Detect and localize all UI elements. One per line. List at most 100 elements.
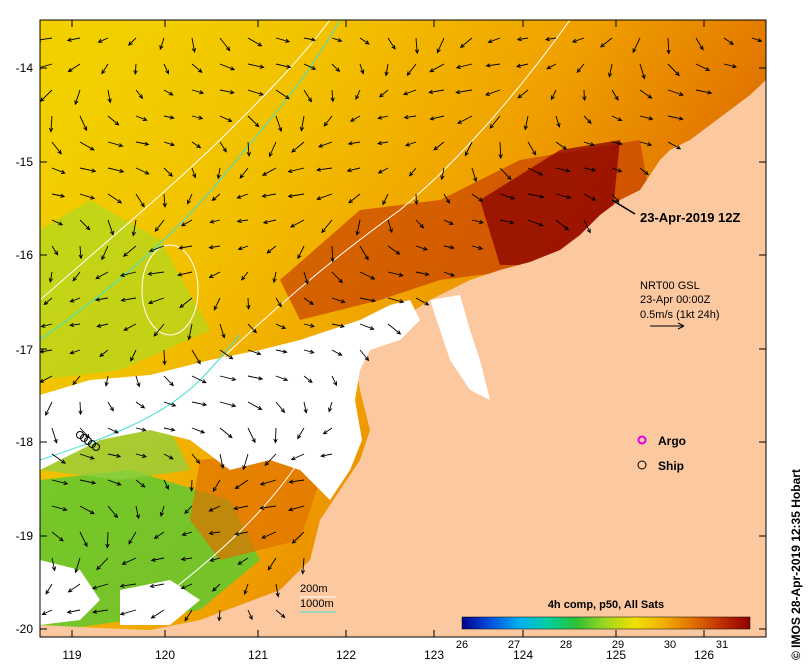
current-vector	[297, 245, 305, 260]
current-vector	[667, 63, 680, 77]
current-vector	[184, 609, 193, 622]
isobath-200m-inner	[199, 20, 571, 381]
current-vector	[219, 453, 225, 470]
current-vector	[91, 583, 109, 590]
current-vector	[546, 63, 557, 70]
current-vector	[443, 271, 456, 277]
current-vector	[163, 89, 174, 96]
current-vector	[331, 271, 343, 284]
current-vector	[66, 37, 81, 42]
current-vector	[516, 37, 529, 42]
current-vector	[331, 349, 343, 356]
colorbar: 4h comp, p50, All Sats 26 27 28 29 30 31	[456, 599, 751, 651]
current-vector	[163, 141, 176, 147]
current-vector	[405, 141, 417, 147]
current-vector	[237, 245, 249, 251]
current-vector	[267, 557, 277, 571]
current-vector	[219, 349, 234, 360]
current-vector	[178, 245, 193, 250]
current-vector	[66, 609, 81, 614]
current-vector	[545, 36, 557, 42]
current-vector	[247, 609, 253, 621]
current-vector	[240, 271, 249, 281]
current-vector	[290, 219, 305, 228]
current-vector	[212, 583, 221, 592]
current-vector	[723, 63, 738, 69]
legend: Argo Ship	[637, 434, 686, 473]
current-vector	[45, 401, 53, 417]
current-vector	[180, 556, 193, 562]
current-vector	[107, 193, 123, 204]
current-vector	[247, 427, 256, 444]
current-vector	[275, 297, 282, 308]
current-vector	[303, 89, 312, 103]
current-vector	[639, 115, 654, 121]
current-vector	[51, 479, 69, 486]
current-vector	[208, 271, 221, 278]
current-vector	[632, 37, 641, 54]
current-vector	[147, 271, 165, 276]
current-vector	[272, 271, 277, 284]
axis-ticks	[40, 20, 766, 637]
current-vector	[517, 89, 529, 99]
current-vector	[487, 37, 501, 44]
current-vector	[181, 531, 193, 536]
current-vector	[41, 609, 53, 615]
current-vector	[191, 141, 202, 149]
current-vector	[471, 245, 484, 250]
current-vector	[219, 375, 237, 382]
current-vector	[135, 427, 147, 432]
current-vector	[414, 193, 419, 206]
current-vector	[611, 89, 619, 101]
current-vector	[43, 297, 53, 306]
current-vector	[639, 141, 653, 147]
current-vector	[288, 479, 305, 484]
current-vector	[96, 323, 109, 328]
current-vector	[379, 89, 389, 98]
colorbar-tick: 27	[508, 639, 520, 651]
map-plot-area	[40, 20, 766, 637]
current-vector	[191, 167, 197, 179]
current-vector	[489, 115, 501, 129]
current-vector	[128, 531, 137, 545]
current-vector	[40, 89, 53, 102]
current-vector	[107, 505, 119, 519]
current-vector	[150, 557, 165, 562]
lat-label: -17	[16, 343, 34, 357]
current-vector	[355, 89, 361, 101]
current-vector	[264, 453, 277, 466]
current-vector	[303, 375, 313, 384]
current-vector	[78, 401, 83, 416]
current-vector	[107, 427, 119, 434]
scale-arrow-head	[677, 322, 685, 330]
colorbar-tick: 31	[716, 639, 728, 651]
lat-label: -15	[16, 155, 34, 169]
current-vector	[219, 323, 226, 339]
current-vector	[208, 245, 221, 250]
current-vector	[436, 37, 445, 54]
current-vector	[180, 583, 193, 590]
current-vector	[457, 115, 473, 124]
current-vector	[135, 505, 141, 520]
current-vector	[303, 323, 316, 328]
current-vector	[751, 37, 763, 43]
current-vector	[233, 505, 249, 511]
lon-label: 122	[336, 648, 356, 662]
current-vector	[69, 349, 81, 355]
current-vector	[464, 141, 473, 157]
current-vector	[555, 115, 561, 128]
current-vector	[303, 63, 317, 70]
argo-label: Argo	[658, 434, 686, 448]
argo-marker	[637, 435, 647, 445]
current-vector	[387, 245, 401, 255]
current-vector	[359, 271, 376, 280]
latitude-labels: -14 -15 -16 -17 -18 -19 -20	[16, 61, 34, 636]
ship-marker	[92, 443, 100, 451]
current-vector	[51, 193, 66, 198]
current-vector	[303, 37, 317, 42]
current-vector	[266, 245, 277, 254]
current-vector	[261, 531, 277, 539]
current-vector	[135, 401, 146, 409]
current-vector	[187, 323, 193, 341]
